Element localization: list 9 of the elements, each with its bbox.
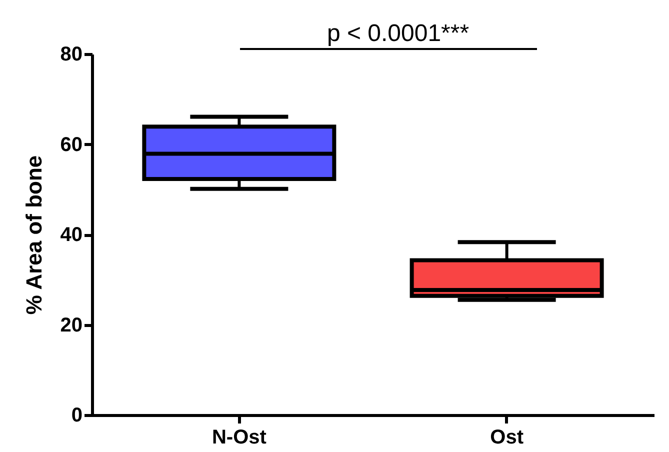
y-tick-label: 60 [60, 134, 82, 156]
y-tick-label: 80 [60, 44, 82, 66]
y-tick-label: 0 [71, 404, 82, 426]
x-tick-label: Ost [490, 426, 524, 448]
text: p < 0.0001*** [326, 20, 470, 47]
y-tick-label: 40 [60, 224, 82, 246]
y-tick-label: 20 [60, 314, 82, 336]
y-axis-title: % Area of bone [21, 155, 46, 315]
x-tick-label: N-Ost [212, 426, 267, 448]
